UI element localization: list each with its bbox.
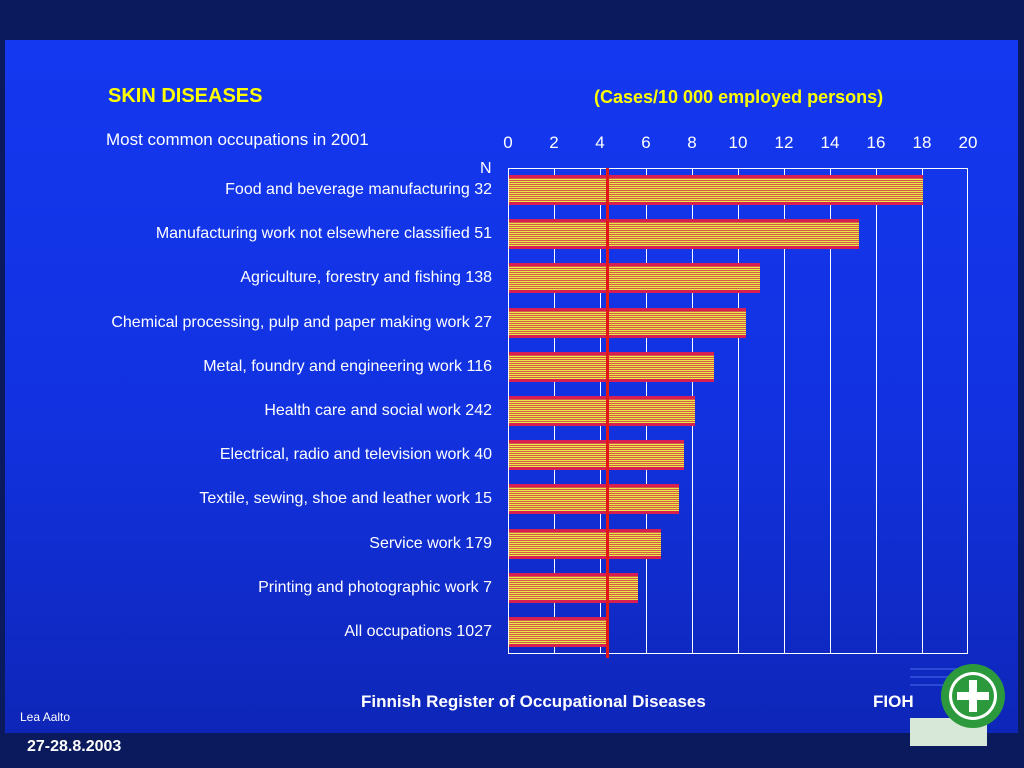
bar bbox=[509, 219, 859, 250]
chart-title: SKIN DISEASES bbox=[108, 85, 263, 107]
gridline bbox=[784, 168, 785, 654]
x-tick-label: 12 bbox=[774, 133, 794, 152]
category-label: Textile, sewing, shoe and leather work 1… bbox=[199, 490, 492, 508]
logo-stripe bbox=[910, 684, 970, 686]
bar bbox=[509, 175, 923, 205]
x-tick-label: 10 bbox=[728, 133, 748, 152]
x-tick-label: 14 bbox=[820, 133, 840, 152]
logo-stripe bbox=[910, 668, 970, 670]
bar bbox=[509, 263, 760, 294]
category-label: Agriculture, forestry and fishing 138 bbox=[240, 269, 492, 287]
bar bbox=[509, 484, 680, 515]
green-cross-seal-icon bbox=[941, 664, 1005, 728]
x-tick-label: 2 bbox=[549, 133, 559, 152]
logo-stripe bbox=[910, 676, 970, 678]
x-tick-label: 18 bbox=[912, 133, 932, 152]
bar bbox=[509, 617, 608, 647]
x-tick-label: 0 bbox=[503, 133, 513, 152]
presentation-date: 27-28.8.2003 bbox=[27, 738, 122, 755]
gridline bbox=[922, 168, 923, 654]
x-tick-label: 20 bbox=[958, 133, 978, 152]
bar bbox=[509, 396, 696, 426]
category-label: Manufacturing work not elsewhere classif… bbox=[155, 225, 492, 243]
bar bbox=[509, 351, 714, 382]
category-label: Metal, foundry and engineering work 116 bbox=[203, 357, 492, 375]
author-name: Lea Aalto bbox=[20, 710, 71, 724]
x-tick-label: 8 bbox=[687, 133, 697, 152]
gridline bbox=[830, 168, 831, 654]
bar bbox=[509, 307, 746, 338]
bar bbox=[509, 572, 638, 603]
unit-label: (Cases/10 000 employed persons) bbox=[594, 87, 884, 107]
category-label: Food and beverage manufacturing 32 bbox=[225, 181, 492, 198]
gridline bbox=[738, 168, 739, 654]
x-tick-label: 16 bbox=[866, 133, 886, 152]
footer-org: FIOH bbox=[873, 692, 914, 711]
x-tick-label: 6 bbox=[641, 133, 651, 152]
category-label: Electrical, radio and television work 40 bbox=[219, 446, 492, 464]
category-label: Chemical processing, pulp and paper maki… bbox=[111, 313, 492, 331]
n-column-label: N bbox=[480, 160, 492, 177]
category-label: Health care and social work 242 bbox=[264, 402, 492, 419]
x-tick-label: 4 bbox=[595, 133, 605, 152]
reference-line bbox=[605, 168, 609, 658]
footer-register: Finnish Register of Occupational Disease… bbox=[361, 692, 706, 711]
gridline bbox=[876, 168, 877, 654]
bar bbox=[509, 528, 661, 559]
category-label: Service work 179 bbox=[369, 534, 492, 552]
category-label: Printing and photographic work 7 bbox=[258, 578, 492, 596]
category-label: All occupations 1027 bbox=[344, 623, 492, 640]
bar bbox=[509, 440, 684, 471]
chart-subtitle: Most common occupations in 2001 bbox=[106, 130, 369, 149]
